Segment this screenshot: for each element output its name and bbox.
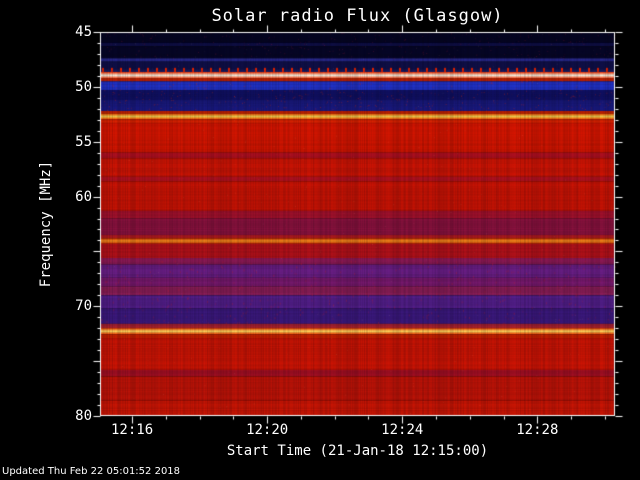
y-tick-label: 70 [75, 298, 92, 315]
y-tick-label: 50 [75, 78, 92, 95]
chart-title: Solar radio Flux (Glasgow) [211, 6, 504, 26]
x-tick-label: 12:24 [381, 422, 424, 438]
y-tick-label: 55 [75, 133, 92, 150]
x-tick-label: 12:16 [111, 422, 154, 438]
y-tick-label: 80 [75, 408, 92, 424]
x-axis-label: Start Time (21-Jan-18 12:15:00) [226, 443, 489, 459]
x-tick-label: 12:20 [246, 422, 289, 438]
y-tick-label: 60 [75, 188, 92, 205]
updated-timestamp: Updated Thu Feb 22 05:01:52 2018 [2, 466, 181, 477]
y-axis-label-text: Frequency [MHz] [38, 160, 54, 288]
y-tick-label: 45 [75, 24, 92, 40]
x-tick-label: 12:28 [516, 422, 559, 438]
y-axis-label: Frequency [MHz] [38, 161, 54, 287]
